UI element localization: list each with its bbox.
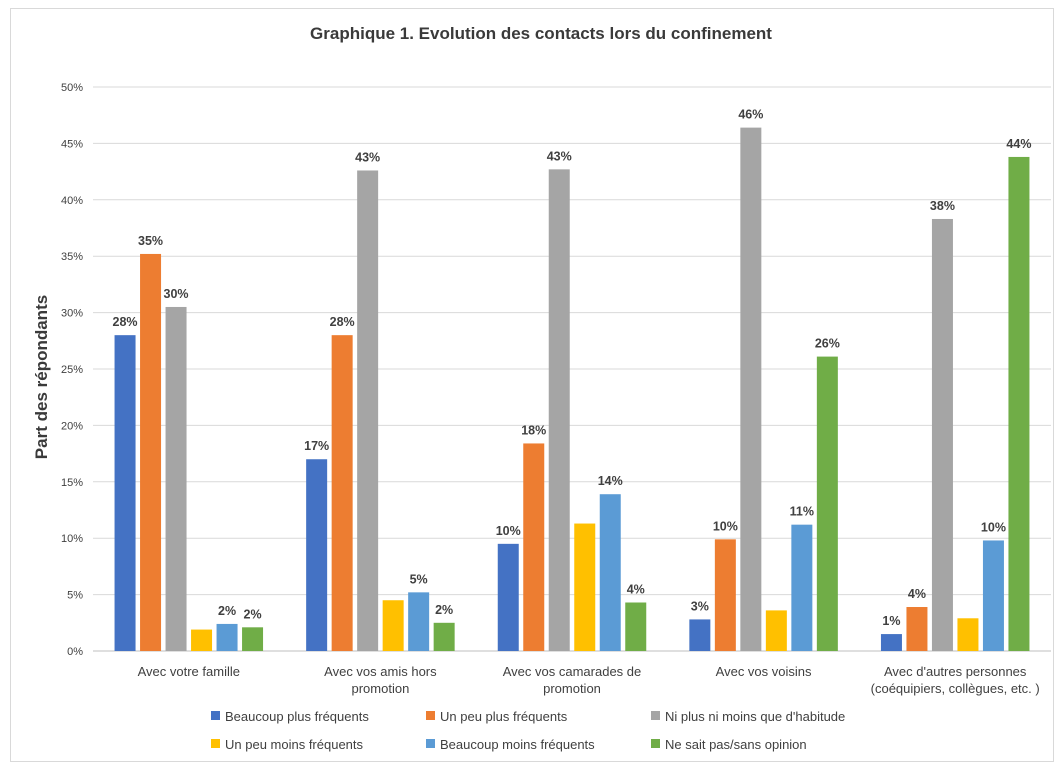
data-label: 43% [355,150,380,164]
bar [599,494,621,651]
category-label: Avec vos amis hors [324,664,437,679]
legend-label: Beaucoup plus fréquents [225,709,369,724]
bar [357,170,379,652]
category-label: Avec votre famille [138,664,240,679]
data-label: 14% [598,474,623,488]
bar [689,619,711,651]
data-label: 5% [410,572,428,586]
legend-label: Ni plus ni moins que d'habitude [665,709,845,724]
y-tick-label: 45% [61,138,83,150]
bar [548,169,570,651]
data-label: 43% [547,149,572,163]
bar [931,218,953,651]
data-label: 46% [738,108,763,122]
bar [165,306,187,651]
y-tick-label: 20% [61,420,83,432]
y-tick-label: 35% [61,251,83,263]
bar [574,523,596,651]
category-label: Avec d'autres personnes [884,664,1027,679]
bar [216,623,238,651]
bar [791,524,813,651]
data-label: 2% [218,604,236,618]
data-label: 2% [435,603,453,617]
data-label: 10% [981,520,1006,534]
data-label: 4% [627,582,645,596]
legend-swatch [211,739,220,748]
data-label: 2% [244,607,262,621]
bar-chart: Graphique 1. Evolution des contacts lors… [32,24,1051,752]
bar [140,253,162,651]
data-label: 10% [713,519,738,533]
chart-frame: Graphique 1. Evolution des contacts lors… [10,8,1054,762]
x-axis-categories: Avec votre famille Avec vos amis hors prom… [138,664,1040,696]
category-label: promotion [543,681,601,696]
data-label: 30% [164,287,189,301]
data-label: 1% [882,614,900,628]
chart-title: Graphique 1. Evolution des contacts lors… [310,24,772,43]
legend-label: Ne sait pas/sans opinion [665,737,807,752]
data-labels: 28% 17% 10% 3% 1% 35% 28% 18% 10% 4% 30% 43% 43% 46% 3… [113,108,1032,628]
bar [523,443,545,651]
data-label: 28% [330,315,355,329]
y-tick-label: 25% [61,364,83,376]
category-label: promotion [351,681,409,696]
y-tick-label: 50% [61,82,83,94]
y-tick-label: 40% [61,195,83,207]
legend: Beaucoup plus fréquents Un peu plus fréqu… [211,709,845,752]
legend-label: Un peu plus fréquents [440,709,568,724]
gridlines [93,86,1051,652]
bar [306,459,328,651]
bars [114,127,1030,652]
legend-swatch [211,711,220,720]
data-label: 4% [908,587,926,601]
data-label: 17% [304,439,329,453]
data-label: 3% [691,599,709,613]
category-label: Avec vos camarades de [503,664,642,679]
bar [816,356,838,651]
data-label: 26% [815,337,840,351]
y-tick-label: 10% [61,533,83,545]
data-label: 38% [930,199,955,213]
bar [242,627,264,651]
y-axis-label: Part des répondants [32,295,51,459]
bar [714,539,736,651]
category-label: Avec vos voisins [716,664,812,679]
data-label: 10% [496,524,521,538]
legend-swatch [651,739,660,748]
data-label: 44% [1006,137,1031,151]
bar [191,629,213,651]
y-axis-ticks: 0% 5% 10% 15% 20% 25% 30% 35% 40% 45% 50% [61,82,83,658]
legend-swatch [651,711,660,720]
bar [982,540,1004,651]
data-label: 18% [521,423,546,437]
bar [331,335,353,651]
y-tick-label: 30% [61,308,83,320]
bar [1008,156,1030,651]
data-label: 35% [138,234,163,248]
y-tick-label: 5% [67,590,83,602]
bar [382,600,404,651]
bar [497,543,519,651]
bar [765,610,787,651]
bar [433,622,455,651]
legend-swatch [426,739,435,748]
legend-label: Beaucoup moins fréquents [440,737,595,752]
bar [906,607,928,651]
data-label: 11% [790,505,814,519]
y-tick-label: 15% [61,477,83,489]
bar [114,335,136,651]
legend-swatch [426,711,435,720]
category-label: (coéquipiers, collègues, etc. ) [871,681,1040,696]
bar [740,127,762,651]
bar [880,634,902,651]
data-label: 28% [113,315,138,329]
bar [957,618,979,651]
y-tick-label: 0% [67,646,83,658]
legend-label: Un peu moins fréquents [225,737,364,752]
bar [625,602,647,651]
bar [408,592,430,651]
